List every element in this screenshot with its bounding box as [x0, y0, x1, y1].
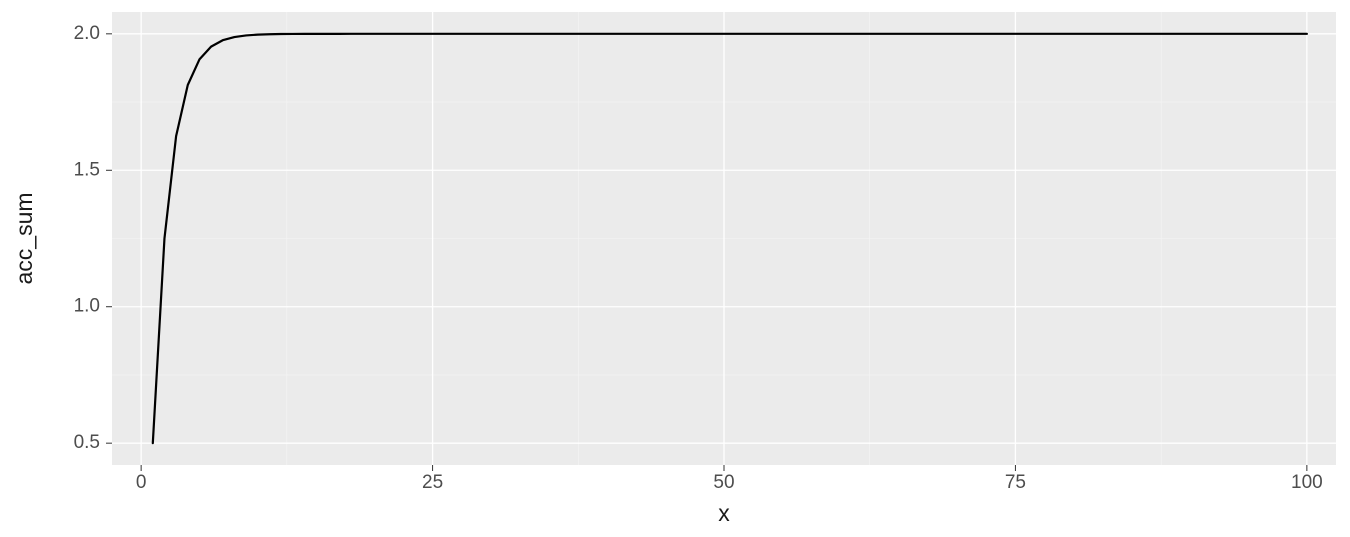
y-tick-label: 2.0	[74, 23, 100, 44]
y-axis-title: acc_sum	[11, 192, 37, 284]
line-chart: 0 25 50 75 100 0.5 1.0 1.5 2.0 x acc_sum	[0, 0, 1350, 537]
y-tick-label: 1.0	[74, 296, 100, 317]
x-tick-label: 25	[422, 472, 443, 493]
x-tick-label: 0	[136, 472, 147, 493]
x-tick-label: 50	[713, 472, 734, 493]
x-tick-label: 100	[1291, 472, 1323, 493]
y-tick-label: 1.5	[74, 159, 100, 180]
y-tick-label: 0.5	[74, 432, 100, 453]
x-axis-title: x	[718, 500, 730, 526]
chart-svg: 0 25 50 75 100 0.5 1.0 1.5 2.0 x acc_sum	[0, 0, 1350, 532]
x-tick-label: 75	[1005, 472, 1026, 493]
